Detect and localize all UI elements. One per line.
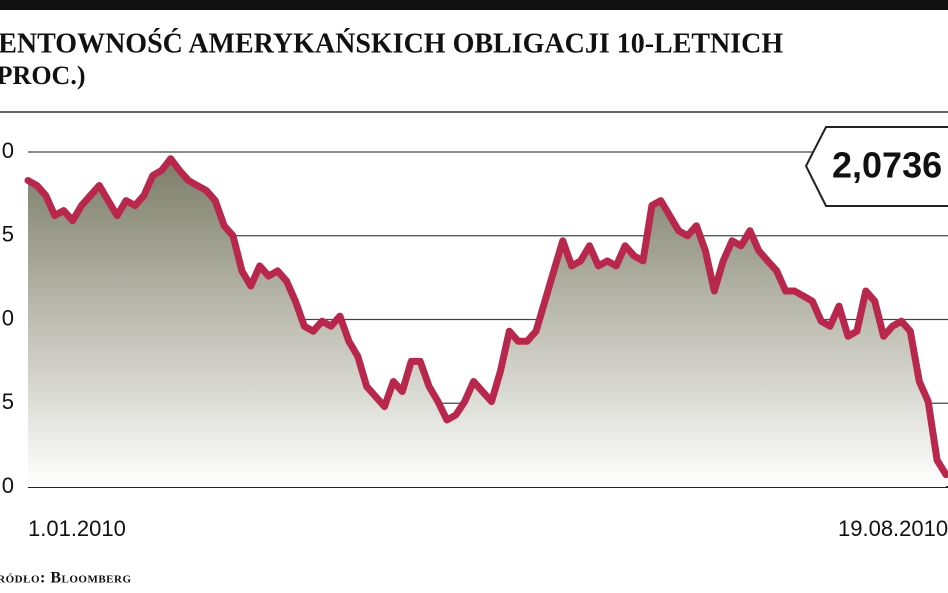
value-label: 2,0736 bbox=[832, 145, 942, 186]
line bbox=[24, 155, 948, 479]
top-bar bbox=[0, 0, 948, 10]
y-tick-label: 4,0 bbox=[0, 138, 14, 163]
x-tick-label: 19.08.2010 bbox=[838, 516, 948, 541]
y-tick-label: 2,0 bbox=[0, 473, 14, 498]
source: Źródło: Bloomberg bbox=[0, 568, 132, 587]
x-tick-label: 1.01.2010 bbox=[28, 516, 126, 541]
plot: 2,0 2,5 3,0 3,5 4,0 1.01.2010 19.08.2010 2,0736 bbox=[0, 126, 948, 541]
area bbox=[28, 158, 946, 487]
y-tick-label: 3,5 bbox=[0, 222, 14, 247]
y-tick-label: 3,0 bbox=[0, 305, 14, 330]
y-tick-label: 2,5 bbox=[0, 389, 14, 414]
chart-title: RENTOWNOŚĆ AMERYKAŃSKICH OBLIGACJI 10-LE… bbox=[0, 28, 783, 59]
chart-subtitle: (PROC.) bbox=[0, 61, 85, 90]
callout-box bbox=[804, 126, 948, 207]
